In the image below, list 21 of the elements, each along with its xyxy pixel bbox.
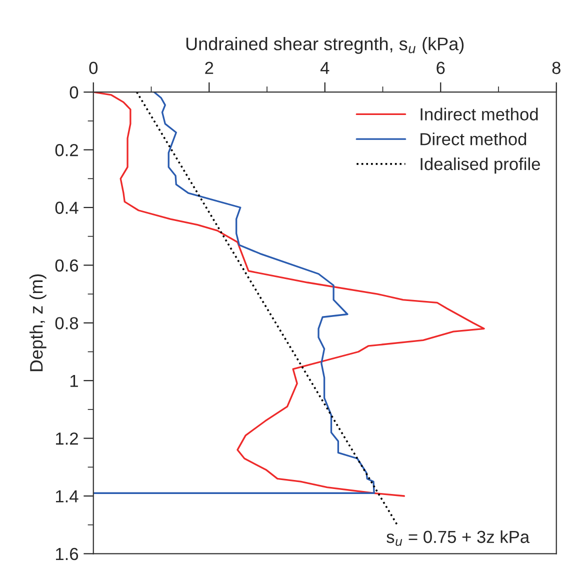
y-tick-label: 1.4 [56, 490, 78, 502]
legend-label: Idealised profile [420, 157, 540, 174]
legend-label: Direct method [420, 132, 526, 146]
y-axis-title: Depth, z (m) [30, 274, 46, 372]
annotation: s$_{u}$ = 0.75 + 3z kPa [386, 530, 530, 546]
y-tick-label: 1.6 [56, 548, 78, 560]
y-tick-label: 0.2 [55, 144, 78, 156]
x-tick-label: 0 [89, 62, 98, 74]
y-tick-label: 1 [70, 374, 78, 387]
y-tick-label: 0.6 [55, 259, 78, 272]
x-tick-label: 6 [436, 62, 445, 74]
y-tick-label: 1.2 [56, 432, 78, 445]
y-tick-label: 0 [70, 86, 78, 99]
legend-label: Indirect method [420, 108, 538, 120]
x-tick-label: 2 [205, 62, 214, 74]
x-tick-label: 4 [320, 62, 330, 74]
y-tick-label: 0.4 [55, 202, 78, 214]
x-tick-label: 8 [552, 62, 560, 74]
y-tick-label: 0.8 [55, 317, 78, 330]
x-axis-title: Undrained shear stregnth, s$_{u}$ (kPa) [186, 37, 464, 54]
line-series [93, 92, 375, 494]
